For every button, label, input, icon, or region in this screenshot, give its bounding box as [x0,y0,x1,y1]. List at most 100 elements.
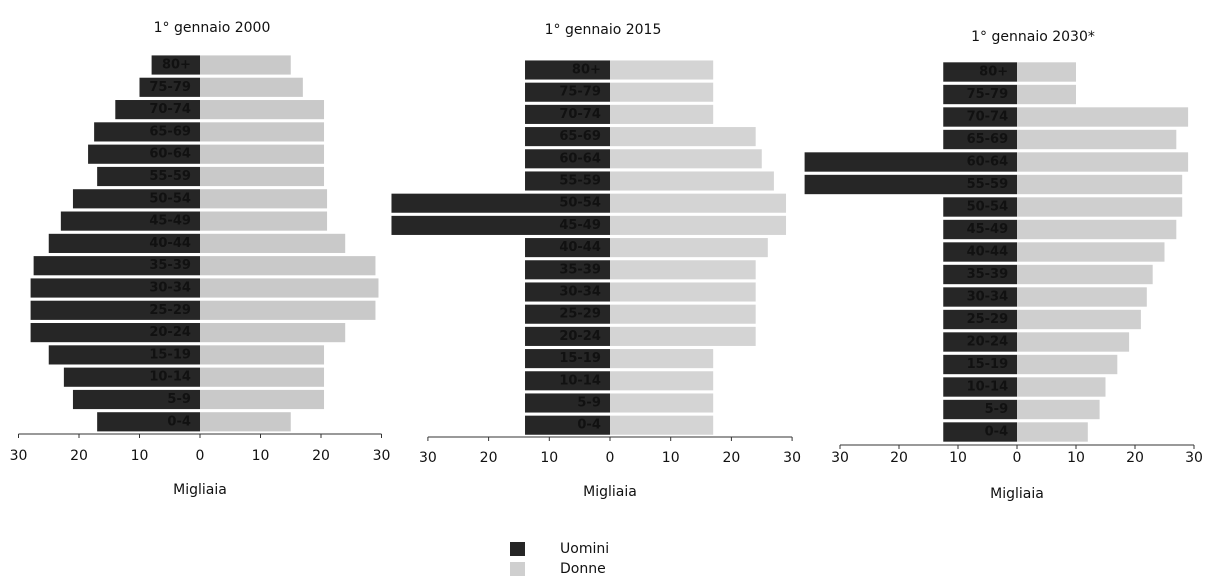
age-label: 30-34 [149,281,191,296]
male-bar [943,399,1017,420]
male-bar [72,189,200,209]
female-bar [610,193,787,213]
x-tick-label: 20 [722,450,740,466]
age-label: 75-79 [559,85,601,100]
male-bar [525,60,610,80]
male-bar [525,82,610,102]
age-label: 55-59 [967,177,1009,192]
age-label: 15-19 [149,347,191,362]
male-bar [943,332,1017,352]
age-label: 80+ [572,63,601,78]
female-bar [610,326,756,346]
male-bar [943,107,1017,127]
male-bar [94,122,200,142]
female-bar [200,389,325,410]
age-label: 60-64 [149,147,191,162]
female-bar [200,189,328,209]
male-bar [525,171,610,191]
age-label: 10-14 [967,380,1009,395]
age-label: 55-59 [149,169,191,184]
age-label: 10-14 [149,370,191,385]
male-bar [115,100,200,120]
male-bar [943,197,1017,217]
female-bar [1017,107,1189,127]
female-bar [200,166,325,187]
female-bar [610,238,768,258]
x-tick-label: 10 [1067,450,1085,466]
male-bar [943,84,1017,105]
male-bar [943,264,1017,285]
male-bar [88,144,200,164]
age-label: 70-74 [967,110,1009,125]
female-bar [1017,399,1100,420]
female-bar [610,215,787,235]
x-axis-label: Migliaia [173,482,227,498]
age-label: 75-79 [149,80,191,95]
age-label: 55-59 [559,174,601,189]
male-bar [943,129,1017,150]
legend-label: Uomini [560,541,609,557]
age-label: 25-29 [559,307,601,322]
age-label: 80+ [979,65,1008,80]
legend-swatch [510,562,525,576]
male-bar [48,233,200,253]
male-bar [525,415,610,435]
male-bar [804,174,1017,195]
female-bar [1017,197,1183,217]
male-bar [60,211,200,231]
female-bar [1017,152,1189,172]
age-label: 40-44 [149,236,191,251]
female-bar [1017,377,1106,397]
male-bar [33,256,200,276]
female-bar [200,55,291,75]
female-bar [200,278,379,298]
x-tick-label: 30 [419,450,437,466]
male-bar [525,238,610,258]
x-tick-label: 10 [949,450,967,466]
female-bar [1017,242,1165,262]
female-bar [200,412,291,432]
age-label: 50-54 [967,200,1009,215]
age-label: 30-34 [967,290,1009,305]
age-label: 25-29 [967,312,1009,327]
male-bar [943,287,1017,307]
female-bar [610,415,714,435]
female-bar [1017,422,1088,442]
x-tick-label: 30 [10,448,28,464]
male-bar [943,377,1017,397]
age-label: 15-19 [967,357,1009,372]
age-label: 70-74 [149,102,191,117]
male-bar [391,193,610,213]
female-bar [1017,84,1076,105]
female-bar [610,60,714,80]
male-bar [63,367,200,387]
male-bar [943,422,1017,442]
male-bar [30,323,200,343]
chart-title: 1° gennaio 2030* [971,29,1095,45]
female-bar [200,233,346,253]
age-label: 20-24 [559,329,601,344]
female-bar [200,256,376,276]
x-tick-label: 10 [131,448,149,464]
female-bar [1017,309,1141,330]
female-bar [1017,264,1153,285]
age-label: 45-49 [149,214,191,229]
female-bar [200,323,346,343]
chart-title: 1° gennaio 2000 [154,20,271,36]
x-tick-label: 20 [312,448,330,464]
female-bar [200,77,303,97]
male-bar [525,371,610,391]
age-label: 80+ [162,58,191,73]
female-bar [610,104,714,124]
x-tick-label: 10 [252,448,270,464]
x-axis-label: Migliaia [990,486,1044,502]
age-label: 45-49 [559,218,601,233]
chart-title: 1° gennaio 2015 [545,22,662,38]
female-bar [200,144,325,164]
age-label: 50-54 [149,191,191,206]
female-bar [610,171,774,191]
male-bar [30,278,200,298]
male-bar [943,354,1017,375]
age-label: 30-34 [559,285,601,300]
